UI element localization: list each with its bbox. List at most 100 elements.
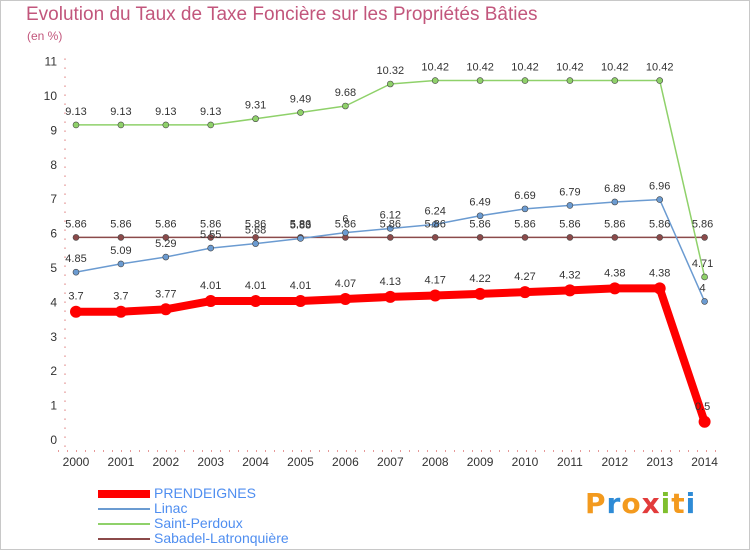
data-label: 9.13 [200,106,221,118]
data-point [476,234,484,241]
data-point [339,292,352,305]
data-point [72,268,80,276]
data-label: 5.86 [649,218,670,230]
y-tick-label: 1 [50,399,57,413]
data-point [342,229,349,236]
data-label: 5.86 [692,218,713,230]
x-tick-label: 2003 [197,455,224,469]
data-label: 0.5 [695,401,710,413]
legend-label: PRENDEIGNES [154,485,256,501]
data-label: 4.38 [604,267,625,279]
data-point [431,234,439,241]
data-label: 4.17 [424,275,445,287]
legend-swatch [98,508,150,510]
data-point [476,77,484,84]
data-label: 10.42 [601,62,629,74]
data-label: 6.79 [559,186,580,198]
data-point [656,234,664,241]
data-point [207,244,214,252]
data-point [476,212,484,220]
data-point [162,234,170,241]
data-point [701,273,708,281]
legend-swatch [98,523,150,525]
data-label: 5.86 [514,218,535,230]
data-point [117,121,125,129]
data-label: 4.01 [290,280,311,292]
data-point [386,234,394,241]
data-point [566,77,574,84]
data-point [297,109,304,116]
legend-label: Linac [154,500,188,516]
data-point [611,77,619,84]
data-label: 4.85 [65,253,86,265]
data-label: 5.29 [155,238,176,250]
data-label: 5.86 [155,218,176,230]
data-label: 6.12 [380,209,401,221]
x-tick-label: 2012 [601,455,628,469]
data-point [429,289,442,302]
data-point [608,282,621,295]
data-label: 5.68 [245,225,266,237]
y-tick-label: 7 [50,192,57,206]
data-point [474,287,487,300]
data-point [252,115,259,123]
data-point [656,196,664,203]
x-tick-label: 2002 [152,455,179,469]
data-point [653,282,666,295]
data-point [114,305,127,318]
y-tick-label: 5 [50,261,57,275]
legend-swatch [98,538,150,540]
data-label: 9.68 [335,87,356,99]
data-point [563,284,576,297]
proxiti-logo: Proxiti [585,487,697,520]
data-label: 5.86 [380,218,401,230]
x-tick-label: 2014 [691,455,718,469]
data-label: 4.38 [649,267,670,279]
data-point [701,298,708,305]
data-point [386,80,394,88]
data-label: 5.83 [290,219,311,231]
data-label: 9.13 [155,106,176,118]
data-label: 4.32 [559,269,580,281]
y-tick-label: 6 [50,227,57,241]
legend-label: Saint-Perdoux [154,515,243,531]
data-point [611,234,619,241]
data-label: 5.86 [559,218,580,230]
data-point [701,234,708,241]
data-point [566,234,574,241]
data-label: 4.13 [380,276,401,288]
data-label: 10.42 [421,62,449,74]
data-label: 10.42 [466,62,494,74]
data-point [656,77,664,84]
data-label: 9.31 [245,100,266,112]
data-point [207,121,214,129]
data-label: 4.07 [335,278,356,290]
data-label: 5.86 [290,218,311,230]
y-tick-label: 11 [45,55,58,69]
data-point [72,121,80,129]
data-point [162,121,170,129]
x-tick-label: 2004 [242,455,269,469]
y-tick-label: 10 [44,89,58,103]
data-point [207,234,214,241]
data-label: 9.49 [290,94,311,106]
x-tick-label: 2007 [377,455,404,469]
data-point [162,253,170,261]
data-label: 5.09 [110,245,131,257]
data-label: 5.86 [200,218,221,230]
data-point [342,102,349,110]
data-point [384,290,397,303]
data-point [521,205,529,213]
data-point [117,260,125,268]
data-label: 10.32 [377,65,405,77]
data-point [431,77,439,84]
data-point [70,305,82,318]
y-tick-label: 4 [50,295,57,309]
data-label: 5.86 [245,218,266,230]
chart-subtitle: (en %) [27,29,63,43]
legend-swatch [98,490,150,498]
y-tick-label: 9 [50,123,57,137]
data-label: 10.42 [556,62,584,74]
chart-title: Evolution du Taux de Taxe Foncière sur l… [26,4,538,25]
